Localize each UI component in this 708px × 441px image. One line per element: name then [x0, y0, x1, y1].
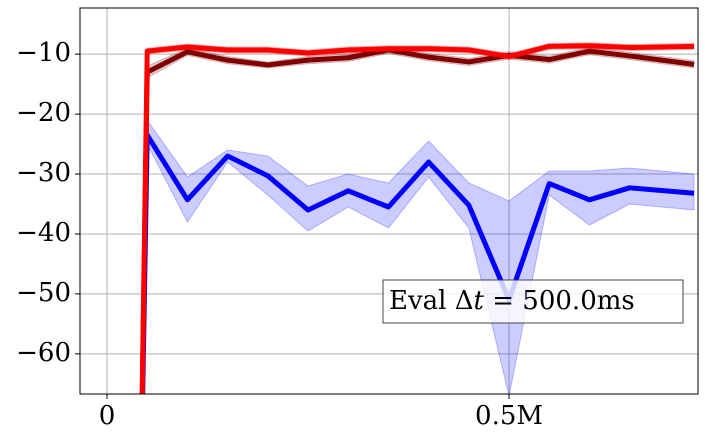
y-tick-label: −20: [16, 98, 71, 128]
line: [139, 43, 695, 394]
y-tick-label: −40: [16, 218, 71, 248]
x-tick-label: 0: [99, 401, 116, 431]
y-tick-label: −10: [16, 38, 71, 68]
y-tick-label: −50: [16, 278, 71, 308]
plot-area: [139, 42, 695, 394]
ticks: −60 −50 −40 −30 −20 −10 0 0.5M: [16, 38, 543, 431]
annotation-part: t: [474, 286, 485, 316]
band: [141, 42, 695, 394]
line: [139, 47, 695, 394]
y-tick-label: −60: [16, 338, 71, 368]
line: [140, 132, 695, 394]
x-tick-label: 0.5M: [475, 401, 543, 431]
y-tick-label: −30: [16, 158, 71, 188]
annotation-box: [382, 279, 684, 324]
axes-frame: [79, 7, 699, 395]
annotation-part: Eval Δ: [389, 286, 474, 316]
band: [141, 45, 695, 394]
annotation-part: = 500.0ms: [484, 286, 635, 316]
annotation: Eval Δt = 500.0ms: [389, 286, 635, 316]
